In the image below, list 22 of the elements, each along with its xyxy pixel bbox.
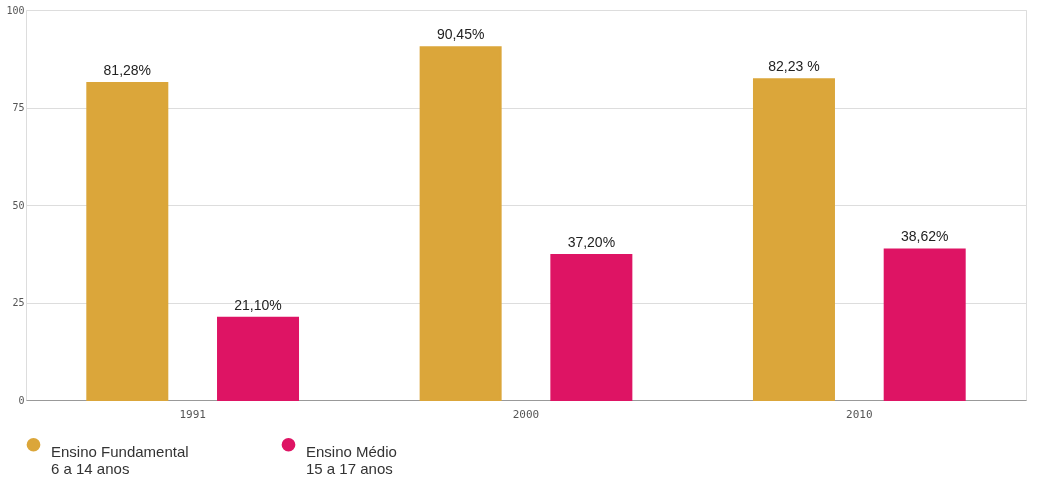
legend-label: Ensino Fundamental 6 a 14 anos <box>51 442 189 477</box>
data-label: 38,62% <box>900 228 949 245</box>
y-tick-label: 25 <box>12 297 25 308</box>
data-label: 90,45% <box>436 26 485 43</box>
x-tick-label: 1991 <box>179 407 206 421</box>
data-label: 81,28% <box>103 62 152 79</box>
x-tick-label: 2000 <box>512 407 540 421</box>
bar <box>752 78 835 401</box>
bar <box>550 253 633 401</box>
y-tick-label: 0 <box>18 394 25 406</box>
bar <box>419 46 502 401</box>
data-label: 82,23 % <box>768 58 820 75</box>
legend-label: Ensino Médio 15 a 17 anos <box>306 442 397 477</box>
y-tick-label: 100 <box>6 4 25 16</box>
bar <box>86 82 169 401</box>
data-label: 21,10% <box>234 296 282 313</box>
bar <box>883 248 966 401</box>
data-label: 37,20% <box>567 233 616 250</box>
bar <box>217 316 300 401</box>
y-tick-label: 50 <box>12 199 25 211</box>
x-tick-label: 2010 <box>846 407 873 421</box>
y-tick-label: 75 <box>12 102 25 113</box>
